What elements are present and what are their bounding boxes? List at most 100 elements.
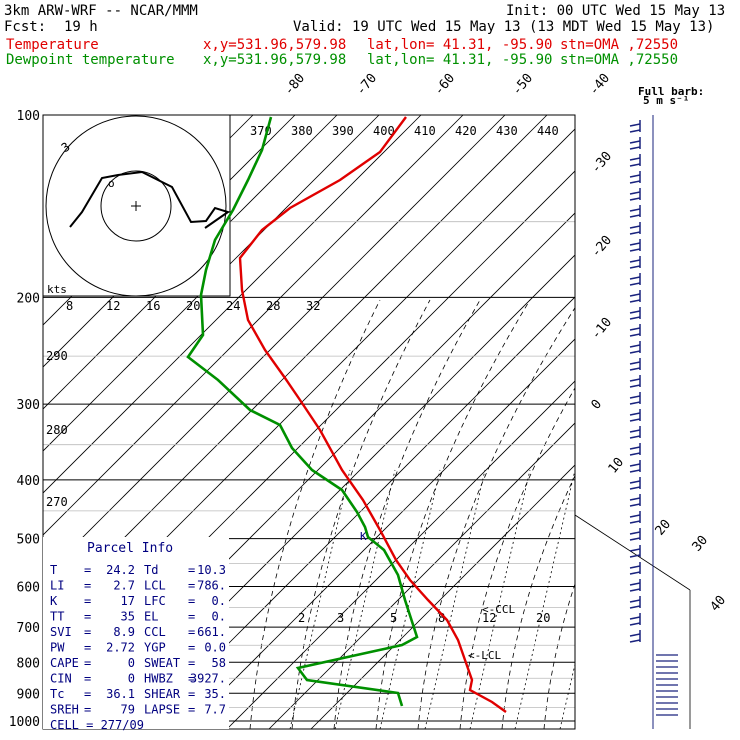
wind-barb [629, 307, 641, 320]
parcel-key: PW [50, 641, 65, 655]
parcel-value: 0 [128, 656, 135, 670]
wind-barb [629, 630, 641, 643]
wind-barbs [574, 115, 691, 729]
isotherm-label: 20 [653, 517, 675, 539]
hodograph-speed-label: 16 [146, 299, 160, 313]
parcel-value: 17 [121, 594, 135, 608]
hodograph-ring-inner [100, 170, 172, 242]
parcel-info-panel: Parcel Info T = 24.2 Td = 10.3LI = 2.7 LCL = 786.K… [43, 537, 229, 732]
dewpoint-legend: Dewpoint temperature [6, 52, 175, 68]
parcel-info-background [43, 537, 229, 729]
parcel-eq: = [188, 672, 195, 686]
forecast-hour: 19 h [64, 19, 98, 35]
parcel-eq: = [84, 703, 91, 717]
mixing-ratio-line [424, 469, 486, 729]
parcel-key: K [50, 594, 58, 608]
parcel-eq: = [84, 687, 91, 701]
wind-barb [629, 409, 641, 422]
isotherm-label: 10 [606, 455, 628, 477]
moist-adiabat-line [333, 299, 481, 729]
theta-label: 410 [414, 124, 436, 138]
parcel-value: 0. [212, 594, 226, 608]
parcel-eq: = [84, 625, 91, 639]
parcel-eq: = [188, 641, 195, 655]
isotherm-label: -20 [589, 233, 616, 261]
parcel-value: 2.7 [113, 579, 135, 593]
mixing-ratio-label: 3 [337, 611, 344, 625]
ccl-marker: <-CCL [482, 603, 515, 616]
parcel-eq: = [84, 563, 91, 577]
parcel-key: HWBZ [144, 672, 173, 686]
hodograph-units: kts [47, 283, 67, 296]
mixing-ratio-line [559, 662, 575, 729]
parcel-key: T [50, 563, 57, 577]
parcel-eq: = [188, 594, 195, 608]
init-time: Init: 00 UTC Wed 15 May 13 [506, 3, 726, 19]
dewpoint-series [186, 116, 419, 707]
moist-adiabat-line [501, 474, 575, 729]
parcel-value: 0.0 [204, 641, 226, 655]
dewpoint-xy: x,y=531.96,579.98 [203, 52, 347, 68]
moist-adiabat-line [249, 299, 381, 729]
theta-label-left: 290 [46, 349, 68, 363]
mixing-ratio-label: 12 [482, 611, 496, 625]
lcl-marker: <-LCL [468, 649, 501, 662]
pressure-label: 600 [17, 581, 40, 596]
parcel-eq: = [84, 656, 91, 670]
k-marker: K [360, 530, 367, 543]
isotherm-label: -40 [587, 71, 614, 99]
full-barb-unit: 5 m s⁻¹ [643, 94, 689, 107]
wind-barb [629, 290, 641, 303]
isotherm-label: -70 [354, 71, 381, 99]
dry-adiabat-line [310, 464, 575, 729]
wind-barb [629, 222, 641, 235]
pressure-label: 200 [17, 291, 40, 306]
wind-barb [629, 477, 641, 490]
parcel-key: SWEAT [144, 656, 180, 670]
wind-barb [629, 613, 641, 626]
parcel-eq: = [84, 610, 91, 624]
parcel-key: LFC [144, 594, 166, 608]
theta-label: 440 [537, 124, 559, 138]
hodograph-speed-label: 20 [186, 299, 200, 313]
pressure-label: 900 [17, 687, 40, 702]
wind-barb [629, 239, 641, 252]
temperature-legend: Temperature [6, 37, 99, 53]
valid-time: Valid: 19 UTC Wed 15 May 13 (13 MDT Wed … [293, 19, 715, 35]
hodograph-ring-outer [45, 115, 227, 296]
parcel-key: CAPE [50, 656, 79, 670]
temperature-station: stn=OMA ,72550 [560, 37, 679, 53]
parcel-key: LCL [144, 579, 166, 593]
mixing-ratio-line [334, 469, 396, 729]
parcel-key: SHEAR [144, 687, 181, 701]
parcel-eq: = [84, 579, 91, 593]
mixing-ratio-line [514, 469, 575, 729]
theta-label-left: 280 [46, 423, 68, 437]
wind-barb [629, 358, 641, 371]
wind-barb [629, 205, 641, 218]
pressure-label: 400 [17, 474, 40, 489]
parcel-value: 35 [121, 610, 135, 624]
parcel-eq: = [188, 579, 195, 593]
parcel-eq: = [188, 703, 195, 717]
parcel-eq: = [188, 563, 195, 577]
hodograph-speed-label: 28 [266, 299, 280, 313]
wind-barb [629, 154, 641, 167]
isotherm-label: -80 [282, 71, 309, 99]
parcel-value: 661. [197, 625, 226, 639]
mixing-ratio-label: 5 [390, 611, 397, 625]
pressure-label: 1000 [9, 715, 40, 730]
temperature-xy: x,y=531.96,579.98 [203, 37, 347, 53]
parcel-value: 7.7 [204, 703, 226, 717]
wind-barb [629, 171, 641, 184]
parcel-eq: = [188, 625, 195, 639]
theta-label-left: 270 [46, 495, 68, 509]
hodograph-speed-label: 8 [66, 299, 73, 313]
theta-label: 430 [496, 124, 518, 138]
dry-adiabat-line [43, 115, 44, 116]
wind-barb [629, 596, 641, 609]
hodograph-speed-label: 24 [226, 299, 240, 313]
wind-barb [629, 341, 641, 354]
parcel-key: TT [50, 610, 64, 624]
